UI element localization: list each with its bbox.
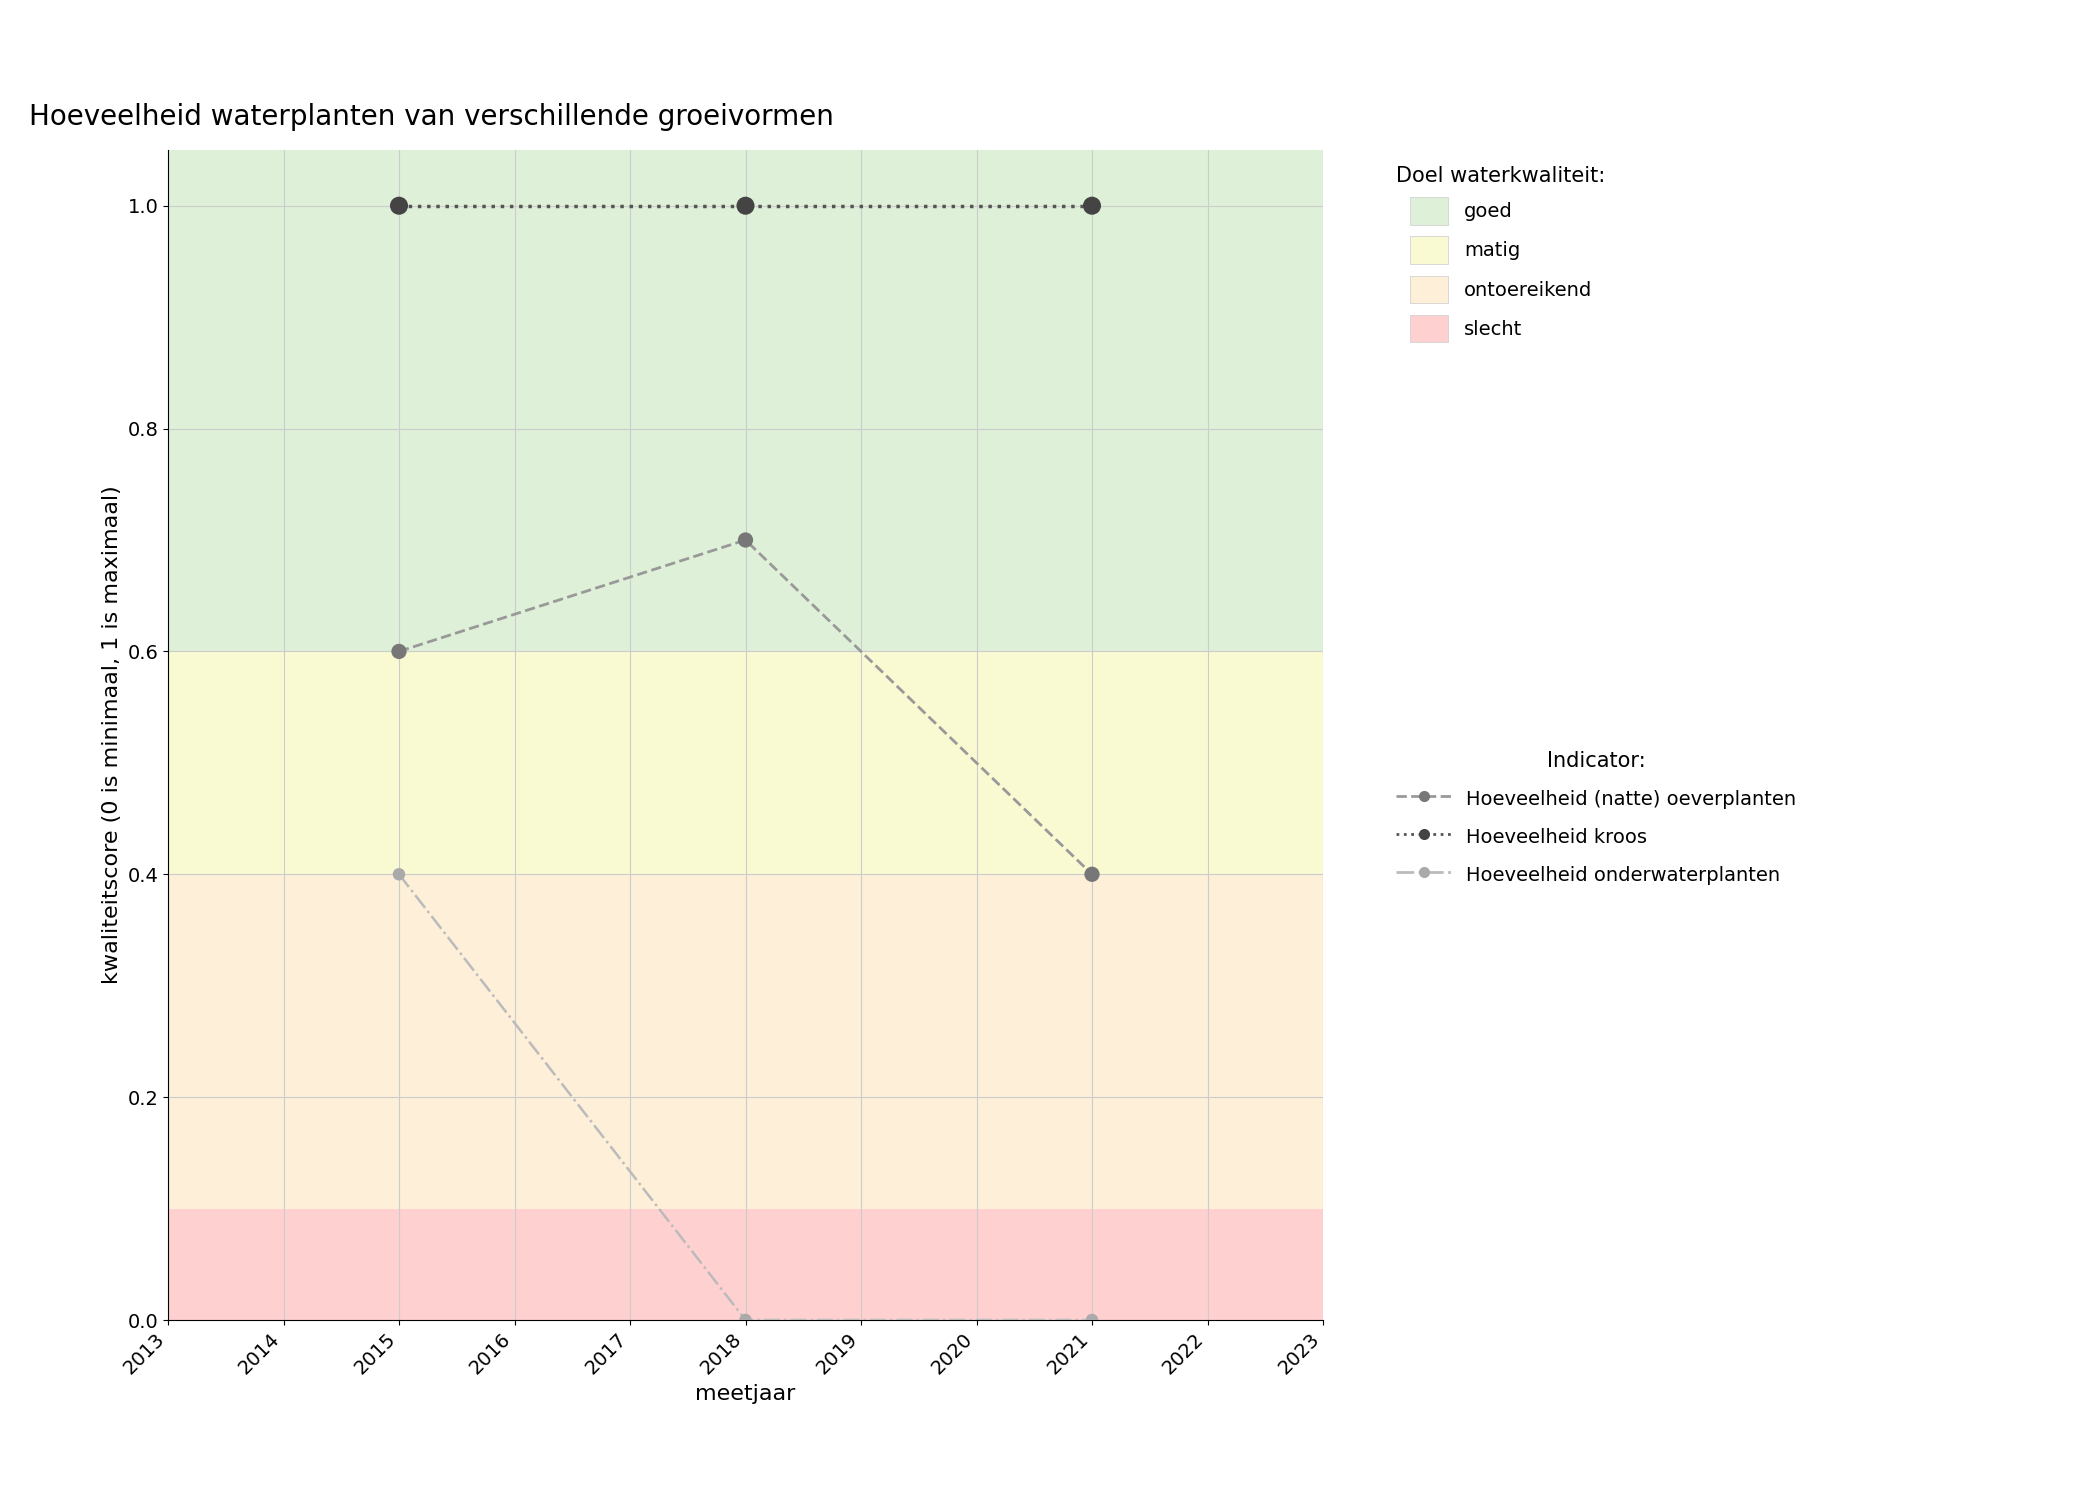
- Point: [1075, 194, 1109, 217]
- Point: [1075, 862, 1109, 886]
- Legend: Hoeveelheid (natte) oeverplanten, Hoeveelheid kroos, Hoeveelheid onderwaterplant: Hoeveelheid (natte) oeverplanten, Hoevee…: [1390, 744, 1802, 891]
- Text: Hoeveelheid waterplanten van verschillende groeivormen: Hoeveelheid waterplanten van verschillen…: [29, 104, 834, 130]
- X-axis label: meetjaar: meetjaar: [695, 1383, 796, 1404]
- Point: [382, 194, 416, 217]
- Point: [729, 528, 762, 552]
- Point: [1075, 1308, 1109, 1332]
- Point: [382, 862, 416, 886]
- Point: [729, 1308, 762, 1332]
- Bar: [168, 651, 1323, 874]
- Bar: [168, 150, 1323, 651]
- Y-axis label: kwaliteitscore (0 is minimaal, 1 is maximaal): kwaliteitscore (0 is minimaal, 1 is maxi…: [101, 486, 122, 984]
- Bar: [168, 1209, 1323, 1320]
- Point: [382, 639, 416, 663]
- Point: [729, 194, 762, 217]
- Bar: [168, 874, 1323, 1209]
